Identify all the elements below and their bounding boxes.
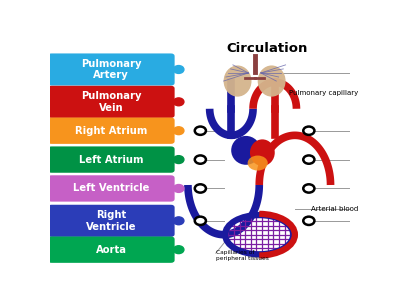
Text: Capillaries of
peripheral tissues: Capillaries of peripheral tissues — [216, 250, 269, 261]
Ellipse shape — [224, 65, 252, 97]
Text: Left Ventricle: Left Ventricle — [73, 184, 150, 194]
Text: Circulation: Circulation — [226, 42, 308, 55]
Circle shape — [173, 217, 184, 225]
Text: Pulmonary
Artery: Pulmonary Artery — [81, 59, 142, 80]
Text: Right Atrium: Right Atrium — [75, 126, 148, 136]
Circle shape — [195, 155, 206, 164]
Circle shape — [303, 217, 314, 225]
FancyBboxPatch shape — [48, 118, 175, 144]
Text: Right
Ventricle: Right Ventricle — [86, 210, 136, 232]
Circle shape — [303, 184, 314, 193]
Text: Pulmonary
Vein: Pulmonary Vein — [81, 91, 142, 112]
Text: Arterial blood: Arterial blood — [311, 206, 358, 212]
Circle shape — [303, 127, 314, 135]
Circle shape — [195, 127, 206, 135]
FancyBboxPatch shape — [48, 86, 175, 118]
Circle shape — [173, 184, 184, 192]
Circle shape — [173, 127, 184, 135]
Ellipse shape — [231, 136, 261, 165]
Circle shape — [173, 98, 184, 106]
Circle shape — [303, 155, 314, 164]
FancyBboxPatch shape — [48, 205, 175, 237]
Circle shape — [173, 246, 184, 254]
Circle shape — [195, 184, 206, 193]
Ellipse shape — [258, 65, 286, 97]
Text: Aorta: Aorta — [96, 245, 127, 255]
FancyBboxPatch shape — [48, 53, 175, 86]
Circle shape — [195, 217, 206, 225]
Ellipse shape — [248, 155, 268, 171]
Text: Pulmonary capillary: Pulmonary capillary — [289, 90, 358, 96]
FancyBboxPatch shape — [48, 175, 175, 202]
Circle shape — [173, 156, 184, 164]
FancyBboxPatch shape — [48, 146, 175, 173]
Circle shape — [173, 66, 184, 74]
Text: Left Atrium: Left Atrium — [79, 154, 144, 165]
FancyBboxPatch shape — [48, 236, 175, 263]
Ellipse shape — [250, 140, 275, 166]
